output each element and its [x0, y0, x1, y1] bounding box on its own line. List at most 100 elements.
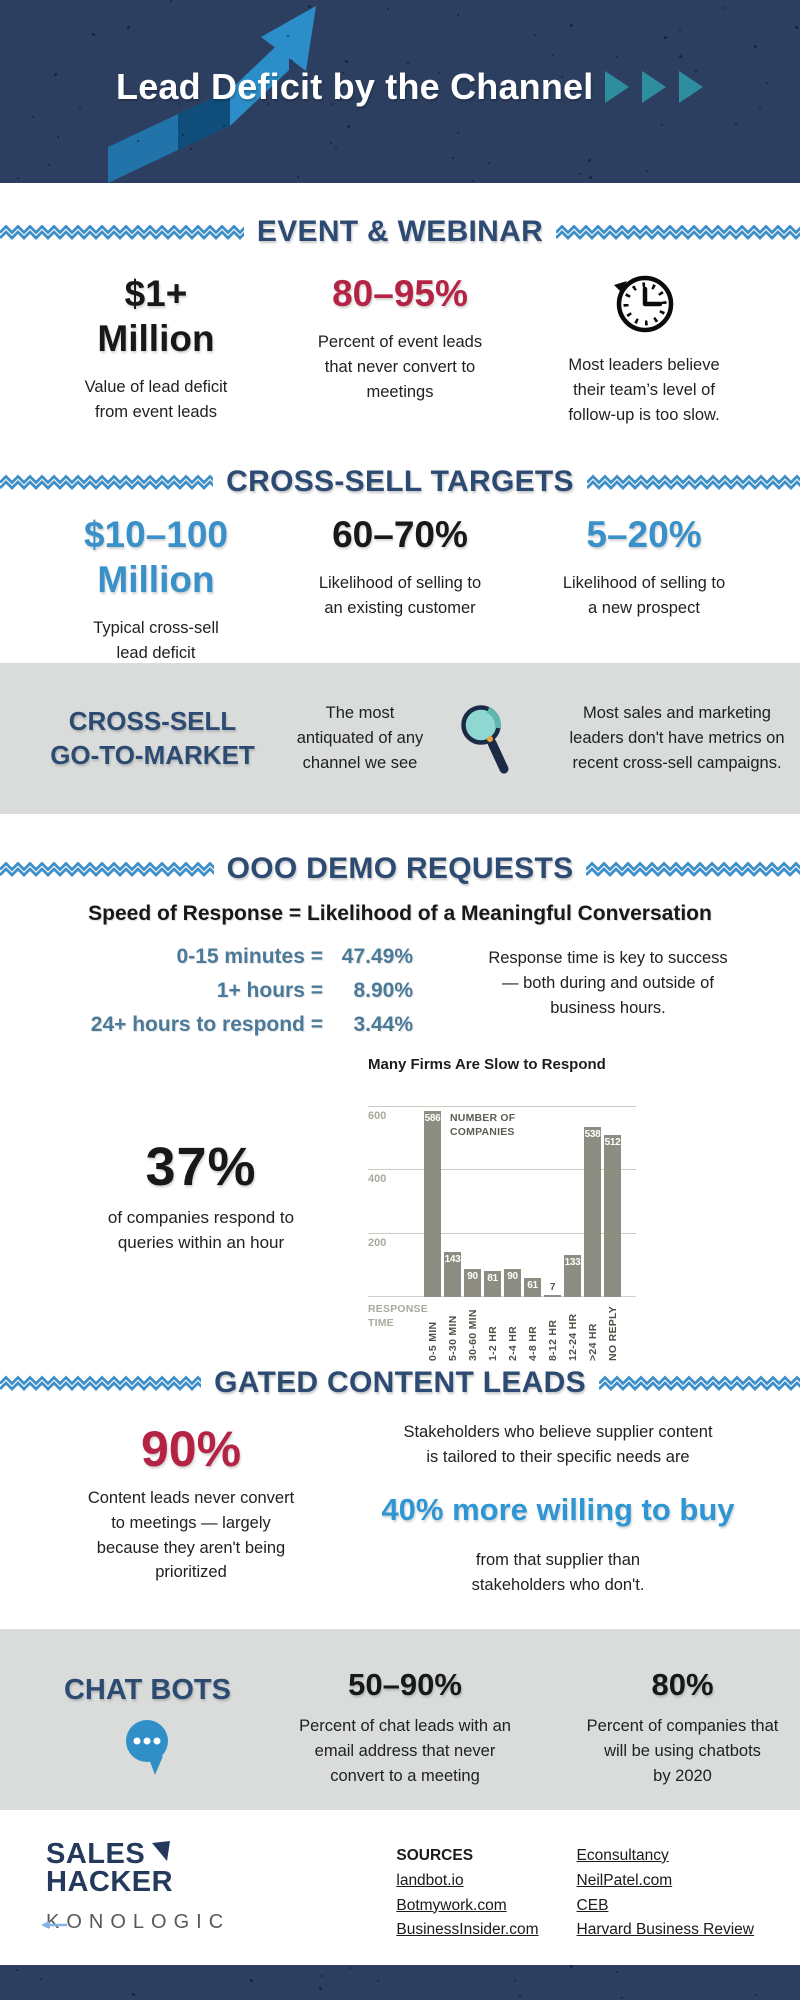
- speckle-texture: [759, 108, 761, 110]
- stat-value: 8.90%: [323, 974, 413, 1008]
- chart-title: Many Firms Are Slow to Respond: [368, 1056, 636, 1073]
- speckle-texture: [190, 148, 192, 150]
- logo-text: HACKER: [46, 1869, 376, 1897]
- chart-bar: 133: [564, 1255, 581, 1297]
- speckle-texture: [735, 123, 737, 125]
- chart-y-tick: 400: [368, 1173, 386, 1185]
- zigzag-divider-left: [0, 474, 213, 490]
- source-link[interactable]: Econsultancy: [577, 1846, 754, 1866]
- speckle-texture: [48, 164, 50, 166]
- band-title: CHAT BOTS: [45, 1674, 250, 1707]
- zigzag-divider-right: [556, 224, 800, 240]
- page-title: Lead Deficit by the Channel: [116, 66, 593, 108]
- stat-value: $10–100 Million: [42, 512, 270, 602]
- stat-value: 50–90%: [250, 1666, 560, 1704]
- play-triangle-icon: [678, 69, 704, 105]
- zigzag-divider-right: [599, 1375, 800, 1391]
- chart-bar-value: 143: [441, 1254, 464, 1265]
- stat-event-followup: Most leaders believe their team’s level …: [530, 271, 758, 427]
- speckle-texture: [32, 116, 34, 118]
- section-gated-content: GATED CONTENT LEADS 90% Content leads ne…: [0, 1348, 800, 1629]
- zigzag-divider-left: [0, 861, 214, 877]
- speckle-texture: [377, 1980, 379, 1982]
- gated-highlight: 40% more willing to buy: [361, 1487, 755, 1534]
- logo-text: ONOLOGIC: [66, 1911, 230, 1934]
- sales-hacker-flag-icon: [152, 1841, 171, 1862]
- bar-chart: Many Firms Are Slow to Respond 200 400 600…: [368, 1056, 636, 1361]
- section-title-cross-sell: CROSS-SELL TARGETS: [226, 465, 574, 499]
- speckle-texture: [534, 34, 536, 36]
- speckle-texture: [223, 125, 225, 127]
- band-left-text: The most antiquated of any channel we se…: [265, 701, 455, 775]
- speckle-texture: [646, 170, 648, 172]
- speckle-texture: [54, 73, 57, 76]
- stat-desc: Most leaders believe their team’s level …: [530, 353, 758, 427]
- zigzag-divider-right: [586, 861, 800, 877]
- chart-x-tick: 8-12 HR: [544, 1303, 561, 1361]
- chart-bar: 538: [584, 1127, 601, 1297]
- chart-bar: 90: [504, 1269, 521, 1298]
- speckle-texture: [387, 8, 389, 10]
- source-link[interactable]: Botmywork.com: [396, 1896, 538, 1916]
- speckle-texture: [722, 7, 724, 9]
- bottom-bar: [0, 1965, 800, 2000]
- infographic-page: Lead Deficit by the Channel EVENT & WEBI…: [0, 0, 800, 2000]
- chart-x-tick: 4-8 HR: [524, 1303, 541, 1361]
- speckle-texture: [589, 176, 592, 179]
- gated-line1: Stakeholders who believe supplier conten…: [361, 1420, 755, 1470]
- zigzag-divider-left: [0, 1375, 201, 1391]
- speckle-texture: [679, 29, 681, 31]
- stat-desc: Typical cross-sell lead deficit: [42, 616, 270, 666]
- stat-value: 5–20%: [530, 512, 758, 557]
- speckle-texture: [16, 1969, 18, 1971]
- sources-column-2: Econsultancy NeilPatel.com CEB Harvard Busi…: [577, 1846, 754, 1945]
- chart-bar-value: 7: [541, 1282, 564, 1293]
- chart-x-tick: 5-30 MIN: [444, 1303, 461, 1361]
- speckle-texture: [514, 1980, 516, 1982]
- speckle-texture: [92, 33, 95, 36]
- clock-icon: [611, 270, 677, 336]
- stat-desc: Percent of chat leads with an email addr…: [263, 1714, 548, 1788]
- stat-desc: Percent of event leads that never conver…: [286, 330, 514, 404]
- speckle-texture: [766, 82, 768, 84]
- stat-existing-customer: 60–70% Likelihood of selling to an exist…: [286, 512, 514, 666]
- source-link[interactable]: NeilPatel.com: [577, 1871, 754, 1891]
- stat-new-prospect: 5–20% Likelihood of selling to a new pro…: [530, 512, 758, 666]
- stat-label: 24+ hours to respond =: [41, 1008, 323, 1042]
- chart-bar: 512: [604, 1135, 621, 1297]
- stat-value: 37%: [40, 1136, 362, 1198]
- band-title: CROSS-SELL GO-TO-MARKET: [40, 705, 265, 773]
- source-link[interactable]: CEB: [577, 1896, 754, 1916]
- section-ooo-demo: OOO DEMO REQUESTS Speed of Response = Li…: [0, 814, 800, 1348]
- chart-x-tick: 30-60 MIN: [464, 1303, 481, 1361]
- stat-content-leads: 90% Content leads never convert to meeti…: [45, 1420, 337, 1598]
- stat-value: 3.44%: [323, 1008, 413, 1042]
- sources-column-1: SOURCES landbot.io Botmywork.com BusinessIn…: [396, 1846, 538, 1945]
- chart-bar-value: 512: [601, 1137, 624, 1148]
- speckle-texture: [570, 1965, 573, 1968]
- stat-desc: Percent of companies that will be using …: [560, 1714, 800, 1788]
- header: Lead Deficit by the Channel: [0, 0, 800, 183]
- speckle-texture: [472, 180, 474, 182]
- speckle-texture: [132, 1993, 135, 1996]
- source-link[interactable]: BusinessInsider.com: [396, 1920, 538, 1940]
- source-link[interactable]: Harvard Business Review: [577, 1920, 754, 1940]
- section-event-webinar: EVENT & WEBINAR $1+ Million Value of lea…: [0, 183, 800, 463]
- speckle-texture: [452, 157, 454, 159]
- chat-bots-block: CHAT BOTS: [45, 1674, 250, 1782]
- source-link[interactable]: landbot.io: [396, 1871, 538, 1891]
- speckle-texture: [17, 177, 19, 179]
- footer-logos: SALES HACKER K ONOLOGIC: [46, 1841, 376, 1933]
- stat-value: 47.49%: [323, 940, 413, 974]
- speckle-texture: [621, 1997, 623, 1999]
- speckle-texture: [579, 173, 581, 175]
- chart-x-tick: 2-4 HR: [504, 1303, 521, 1361]
- speckle-texture: [616, 1971, 618, 1973]
- speckle-texture: [661, 124, 663, 126]
- chart-x-tick: NO REPLY: [604, 1303, 621, 1361]
- chart-x-tick: 0-5 MIN: [424, 1303, 441, 1361]
- speckle-texture: [407, 62, 409, 64]
- speckle-texture: [321, 1975, 323, 1977]
- stat-respond-within-hour: 37% of companies respond to queries with…: [40, 1136, 362, 1361]
- stat-value: 90%: [45, 1420, 337, 1478]
